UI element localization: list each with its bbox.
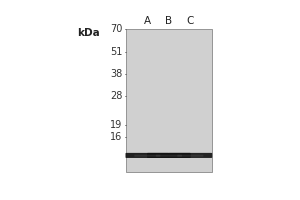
Text: kDa: kDa [77, 28, 100, 38]
FancyBboxPatch shape [169, 153, 212, 158]
Text: B: B [165, 16, 172, 26]
Text: 70: 70 [110, 24, 122, 34]
FancyBboxPatch shape [134, 155, 160, 157]
Text: 51: 51 [110, 47, 122, 57]
Text: 16: 16 [110, 132, 122, 142]
Text: 28: 28 [110, 91, 122, 101]
FancyBboxPatch shape [126, 29, 212, 172]
Text: 19: 19 [110, 120, 122, 130]
FancyBboxPatch shape [125, 153, 169, 158]
Text: C: C [187, 16, 194, 26]
Text: 38: 38 [110, 69, 122, 79]
FancyBboxPatch shape [177, 155, 203, 157]
FancyBboxPatch shape [147, 153, 191, 158]
FancyBboxPatch shape [156, 155, 182, 157]
Text: A: A [144, 16, 151, 26]
